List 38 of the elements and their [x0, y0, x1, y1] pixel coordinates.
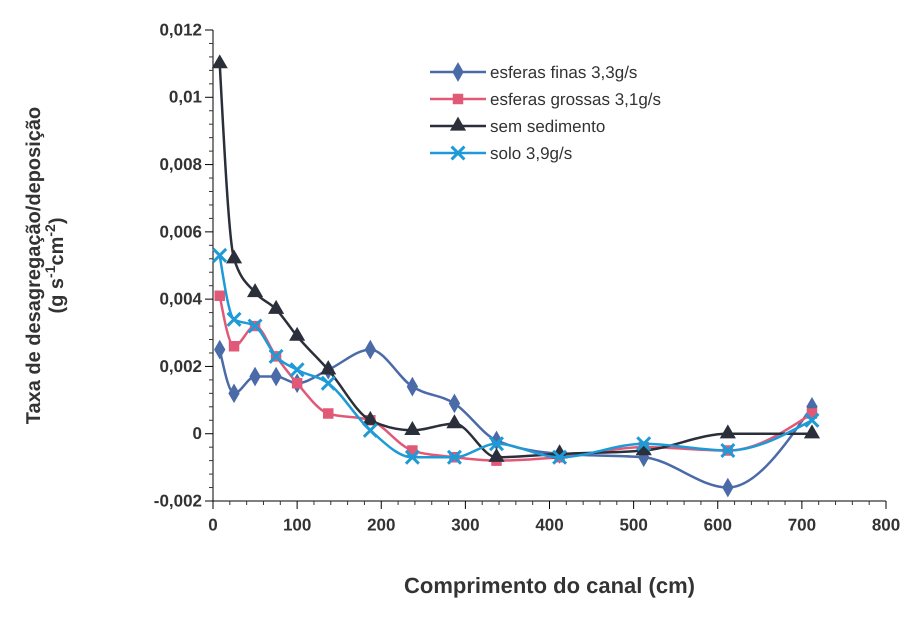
x-tick-label: 500 [619, 516, 648, 535]
legend-label: esferas finas 3,3g/s [490, 62, 638, 82]
y-tick-label: -0,002 [154, 491, 202, 510]
point [214, 290, 225, 302]
legend-label: esferas grossas 3,1g/s [490, 90, 662, 109]
point [404, 449, 420, 466]
y-tick-label: 0,012 [159, 20, 202, 40]
point [804, 412, 820, 428]
y-tick-label: 0,006 [159, 222, 202, 242]
point [446, 449, 462, 466]
point [320, 375, 336, 392]
y-tick-label: 0,01 [168, 88, 202, 107]
point [226, 311, 242, 328]
x-axis-title: Comprimento do canal (cm) [404, 573, 695, 598]
y-tick-label: 0 [192, 424, 202, 444]
x-tick-label: 600 [704, 516, 732, 535]
x-tick-label: 0 [208, 516, 218, 535]
x-tick-label: 100 [282, 516, 312, 535]
y-tick-label: 0,004 [159, 290, 203, 309]
x-tick-label: 300 [451, 516, 480, 535]
point [212, 247, 228, 264]
point [636, 436, 652, 452]
point [323, 408, 334, 419]
point [488, 436, 504, 452]
point [362, 422, 378, 438]
point [247, 318, 264, 334]
legend-label: sem sedimento [490, 116, 606, 136]
y-tick-label: 0,008 [159, 155, 202, 174]
point [289, 362, 306, 378]
x-tick-label: 400 [535, 516, 564, 535]
legend-label: solo 3,9g/s [490, 144, 572, 163]
point [720, 442, 736, 458]
point [228, 341, 240, 352]
x-tick-label: 800 [872, 516, 900, 535]
x-tick-label: 700 [788, 516, 816, 535]
x-tick-label: 200 [367, 516, 396, 535]
y-tick-label: 0,002 [159, 356, 202, 376]
point [268, 348, 284, 364]
